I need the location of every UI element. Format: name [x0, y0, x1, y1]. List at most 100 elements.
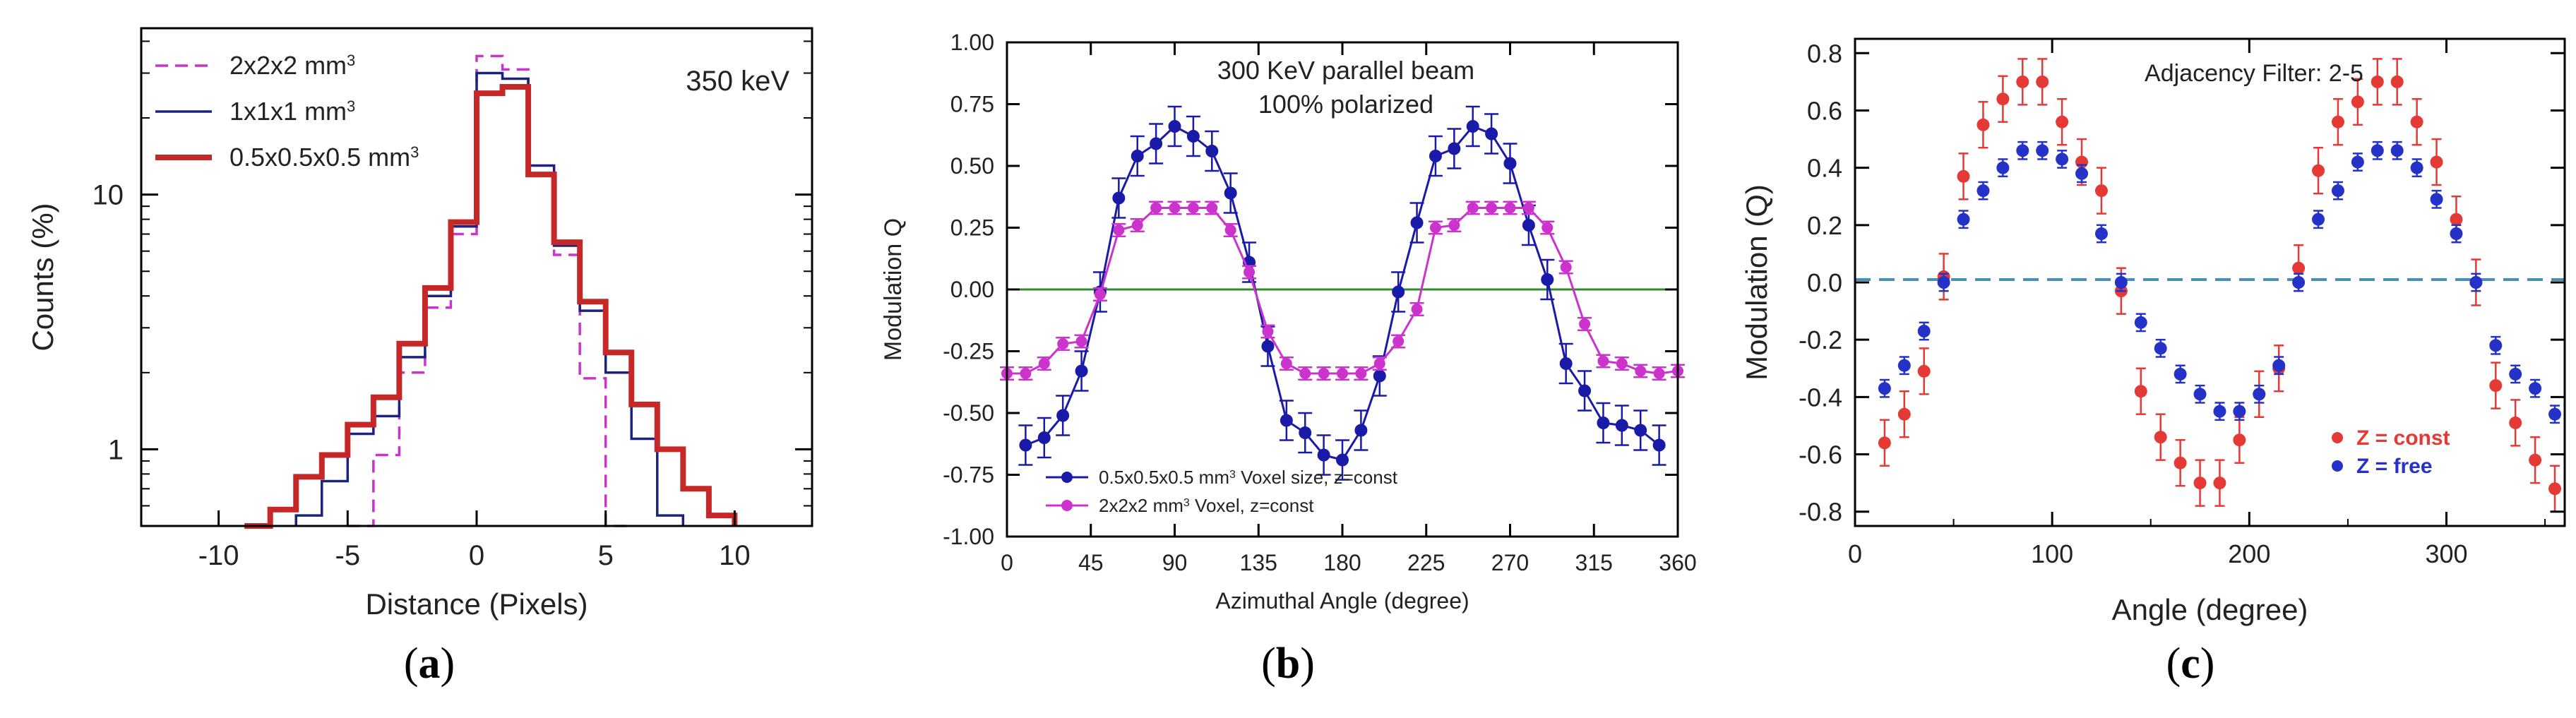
data-point	[1038, 358, 1050, 369]
data-point	[2154, 342, 2167, 355]
data-point	[1937, 276, 1950, 289]
data-point	[1522, 219, 1535, 232]
data-point	[1897, 407, 1911, 421]
data-point	[1037, 431, 1051, 444]
x-tick-label: 300	[2425, 539, 2467, 568]
data-point	[2193, 477, 2207, 490]
data-point	[1336, 453, 1349, 467]
data-point	[1354, 424, 1368, 437]
data-point	[1112, 191, 1126, 205]
data-point	[2272, 359, 2286, 372]
panel-b: 0 45 90 135 180 225 270 315 360 -1.00 -0.75 -0.50 -0…	[859, 0, 1717, 718]
data-point	[1373, 358, 1385, 369]
data-point	[1280, 414, 1293, 427]
y-tick-label: 0.8	[1807, 39, 1842, 68]
data-point	[1261, 340, 1275, 353]
data-point	[1996, 161, 2010, 174]
data-point	[1878, 436, 1891, 450]
data-point	[1280, 358, 1292, 369]
data-point	[2509, 367, 2522, 381]
legend-label-0: 0.5x0.5x0.5 mm3 Voxel size, z=const	[1099, 467, 1398, 488]
data-point	[1541, 273, 1554, 286]
data-point	[1150, 137, 1163, 150]
data-point	[1635, 365, 1647, 377]
data-point	[2292, 276, 2306, 289]
legend-label-1: 2x2x2 mm3 Voxel, z=const	[1099, 495, 1314, 516]
data-point	[2056, 152, 2069, 166]
data-point	[1317, 448, 1330, 462]
data-point	[2509, 416, 2522, 429]
data-point	[1075, 335, 1087, 347]
legend-swatch-marker-1	[1061, 500, 1073, 511]
x-tick-label: 100	[2031, 539, 2073, 568]
data-point	[2390, 75, 2404, 88]
y-tick-label: 1.00	[950, 30, 994, 55]
data-point	[1615, 419, 1628, 432]
data-point	[1485, 127, 1498, 140]
data-point	[2489, 379, 2503, 393]
y-tick-label: -0.8	[1799, 498, 1842, 527]
data-point	[1410, 216, 1424, 229]
data-point	[1168, 120, 1181, 133]
x-axis-label: Distance (Pixels)	[365, 587, 588, 621]
data-point	[2094, 184, 2108, 198]
x-tick-label: 0	[1001, 550, 1013, 575]
data-point	[1224, 225, 1236, 236]
data-point	[2174, 367, 2187, 381]
data-point	[1393, 335, 1405, 347]
legend-label-1: 1x1x1 mm3	[229, 97, 355, 126]
data-point	[1262, 325, 1274, 337]
data-point	[1299, 368, 1311, 379]
histogram-series-0	[347, 54, 632, 527]
data-point	[2331, 184, 2344, 198]
data-point	[1634, 424, 1647, 437]
y-tick-label: 0.75	[950, 92, 994, 117]
histogram-series-1	[294, 71, 685, 526]
data-point	[1957, 213, 1970, 226]
chart-c: 0 100 200 300 -0.8 -0.6 -0.4 -0.2 0.0 0.2 0.4 0.6 0.…	[1740, 37, 2566, 626]
data-point	[1597, 417, 1610, 429]
data-point	[1337, 368, 1348, 379]
y-tick-label: -1.00	[943, 524, 994, 549]
data-point	[2331, 115, 2344, 128]
y-tick-label: 0.6	[1807, 96, 1842, 125]
data-point	[1131, 220, 1143, 231]
data-point	[2213, 477, 2226, 490]
data-point	[1917, 325, 1931, 337]
data-point	[2430, 155, 2443, 169]
y-tick-label: -0.2	[1799, 325, 1842, 354]
data-point	[1131, 150, 1144, 162]
data-point	[1224, 186, 1237, 200]
data-point	[1429, 222, 1441, 234]
data-point	[1878, 382, 1891, 395]
chart-b: 0 45 90 135 180 225 270 315 360 -1.00 -0.75 -0.50 -0…	[880, 30, 1697, 614]
data-point	[2233, 433, 2246, 447]
data-point	[1976, 118, 1990, 131]
data-point	[2450, 213, 2463, 226]
data-point	[2036, 144, 2049, 157]
data-point	[1578, 384, 1592, 397]
y-tick-label: 0.00	[950, 277, 994, 302]
x-tick-label: 200	[2228, 539, 2270, 568]
data-point	[1057, 338, 1069, 349]
x-tick-label: 0	[469, 540, 484, 571]
x-tick-label: -5	[335, 540, 361, 571]
y-tick-label: -0.75	[943, 462, 994, 488]
x-tick-label: 5	[598, 540, 614, 571]
data-point	[2016, 75, 2029, 88]
data-point	[2351, 155, 2364, 169]
legend-swatch-marker-0	[1061, 472, 1073, 483]
data-point	[2548, 482, 2562, 496]
x-tick-label: 360	[1659, 550, 1696, 575]
y-axis-label: Counts (%)	[26, 203, 59, 351]
data-point	[2489, 339, 2503, 352]
data-point	[2292, 261, 2306, 275]
data-point	[2134, 316, 2147, 329]
x-tick-label: 45	[1078, 550, 1104, 575]
data-point	[1019, 438, 1032, 452]
data-point	[2134, 385, 2147, 398]
data-point	[1429, 150, 1442, 162]
data-point	[2450, 227, 2463, 240]
data-point	[2371, 75, 2384, 88]
panel-c: 0 100 200 300 -0.8 -0.6 -0.4 -0.2 0.0 0.2 0.4 0.6 0.…	[1717, 0, 2576, 718]
